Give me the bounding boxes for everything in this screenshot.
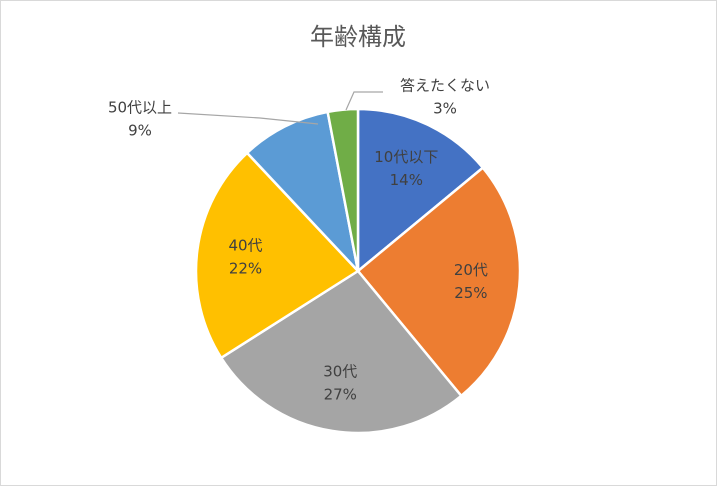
pie-slice xyxy=(194,151,360,360)
slice-value-label: 3% xyxy=(433,100,457,118)
slice-category-label: 30代 xyxy=(323,363,357,381)
slice-value-label: 9% xyxy=(128,122,152,140)
slice-category-label: 10代以下 xyxy=(374,148,438,166)
pie-slice xyxy=(245,110,361,275)
chart-title: 年齢構成 xyxy=(310,23,406,51)
slice-value-label: 25% xyxy=(454,284,487,302)
pie-slice xyxy=(219,269,464,435)
slice-category-label: 20代 xyxy=(454,261,488,279)
leader-line xyxy=(177,112,319,125)
leader-line xyxy=(345,91,383,111)
pie-slice xyxy=(356,107,485,274)
slice-category-label: 50代以上 xyxy=(108,99,172,117)
slice-category-label: 40代 xyxy=(228,236,262,254)
slice-value-label: 22% xyxy=(229,259,262,277)
slice-category-label: 答えたくない xyxy=(400,77,490,95)
pie-slice xyxy=(356,165,522,398)
slice-value-label: 14% xyxy=(390,171,423,189)
slice-value-label: 27% xyxy=(324,386,357,404)
pie-slice xyxy=(326,107,360,272)
